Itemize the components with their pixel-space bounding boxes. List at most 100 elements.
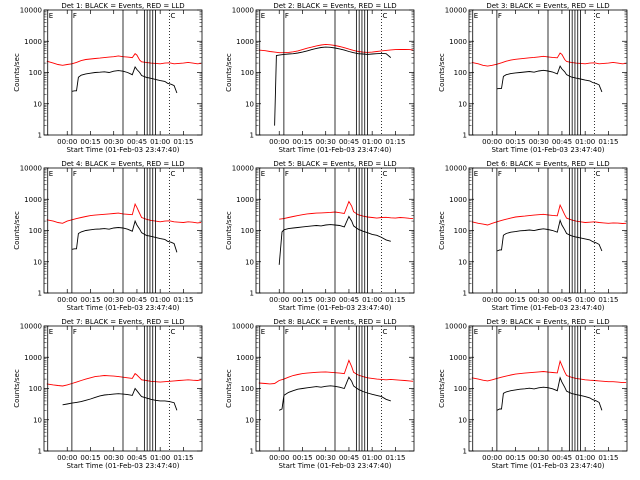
y-tick-label: 100 xyxy=(241,385,254,393)
y-tick-label: 1000 xyxy=(24,38,42,46)
x-tick-label: 01:00 xyxy=(362,138,382,146)
y-axis-label: Counts/sec xyxy=(13,211,21,250)
x-tick-label: 00:30 xyxy=(529,138,549,146)
x-tick-label: 01:00 xyxy=(575,138,595,146)
x-tick-label: 01:15 xyxy=(598,138,618,146)
flag-label: C xyxy=(170,328,175,336)
flag-label: F xyxy=(498,170,502,178)
y-tick-label: 10 xyxy=(245,100,254,108)
x-tick-label: 00:15 xyxy=(292,454,312,462)
x-axis-label: Start Time (01-Feb-03 23:47:40) xyxy=(66,304,179,312)
chart-6: Det 6: BLACK = Events, RED = LLD E F C 1 10 10… xyxy=(438,160,628,312)
x-tick-label: 01:15 xyxy=(598,454,618,462)
y-tick-label: 10 xyxy=(33,416,42,424)
chart-title: Det 5: BLACK = Events, RED = LLD xyxy=(273,160,396,168)
y-tick-label: 1 xyxy=(38,448,42,456)
flag-label: F xyxy=(73,12,77,20)
flag-label: C xyxy=(595,170,600,178)
chart-3: Det 3: BLACK = Events, RED = LLD E F C 1 10 10… xyxy=(438,2,628,154)
y-tick-label: 1 xyxy=(250,290,254,298)
flag-label: C xyxy=(382,328,387,336)
x-axis-label: Start Time (01-Feb-03 23:47:40) xyxy=(491,304,604,312)
y-tick-label: 10 xyxy=(458,416,467,424)
flag-label: E xyxy=(49,170,53,178)
chart-8: Det 8: BLACK = Events, RED = LLD E F C 1 10 10… xyxy=(225,318,415,470)
y-tick-label: 100 xyxy=(29,227,42,235)
x-tick-label: 01:15 xyxy=(385,296,405,304)
x-axis-label: Start Time (01-Feb-03 23:47:40) xyxy=(491,146,604,154)
x-tick-label: 00:45 xyxy=(127,138,147,146)
y-tick-label: 1 xyxy=(463,448,467,456)
flag-label: F xyxy=(285,12,289,20)
y-tick-label: 10000 xyxy=(232,7,254,15)
y-tick-label: 10 xyxy=(33,258,42,266)
x-tick-label: 01:15 xyxy=(598,296,618,304)
x-tick-label: 01:00 xyxy=(150,296,170,304)
x-tick-label: 00:15 xyxy=(505,138,525,146)
y-tick-label: 10000 xyxy=(232,323,254,331)
flag-label: F xyxy=(498,12,502,20)
x-axis-label: Start Time (01-Feb-03 23:47:40) xyxy=(66,146,179,154)
x-axis-label: Start Time (01-Feb-03 23:47:40) xyxy=(491,462,604,470)
flag-label: E xyxy=(261,12,265,20)
y-tick-label: 10000 xyxy=(232,165,254,173)
y-tick-label: 100 xyxy=(454,227,467,235)
x-tick-label: 00:45 xyxy=(339,138,359,146)
chart-2: Det 2: BLACK = Events, RED = LLD E F C 1 10 10… xyxy=(225,2,415,154)
flag-label: F xyxy=(73,170,77,178)
x-tick-label: 00:15 xyxy=(292,138,312,146)
x-tick-label: 00:15 xyxy=(80,454,100,462)
series-line-events xyxy=(62,387,178,411)
y-tick-label: 1 xyxy=(463,290,467,298)
x-tick-label: 00:30 xyxy=(104,296,124,304)
series-line-events xyxy=(274,46,392,126)
x-tick-label: 00:00 xyxy=(269,138,289,146)
x-tick-label: 01:15 xyxy=(385,138,405,146)
flag-label: C xyxy=(170,12,175,20)
x-tick-label: 00:15 xyxy=(505,454,525,462)
x-tick-label: 00:30 xyxy=(316,138,336,146)
chart-title: Det 6: BLACK = Events, RED = LLD xyxy=(486,160,609,168)
x-tick-label: 00:15 xyxy=(80,138,100,146)
y-tick-label: 100 xyxy=(454,385,467,393)
series-line-lld xyxy=(46,202,202,224)
x-axis-label: Start Time (01-Feb-03 23:47:40) xyxy=(278,304,391,312)
series-line-lld xyxy=(471,52,627,67)
y-axis-label: Counts/sec xyxy=(225,53,233,92)
y-axis-label: Counts/sec xyxy=(438,211,446,250)
y-tick-label: 1 xyxy=(38,132,42,140)
flag-label: E xyxy=(49,12,53,20)
flag-label: F xyxy=(285,328,289,336)
y-axis-label: Counts/sec xyxy=(13,53,21,92)
flag-label: F xyxy=(498,328,502,336)
y-tick-label: 1 xyxy=(250,448,254,456)
flag-label: E xyxy=(474,328,478,336)
y-tick-label: 10000 xyxy=(20,7,42,15)
y-tick-label: 10000 xyxy=(445,165,467,173)
x-tick-label: 01:00 xyxy=(362,454,382,462)
series-line-lld xyxy=(471,359,627,384)
series-line-events xyxy=(71,66,178,94)
chart-title: Det 9: BLACK = Events, RED = LLD xyxy=(486,318,609,326)
x-tick-label: 00:45 xyxy=(339,454,359,462)
flag-label: E xyxy=(49,328,53,336)
y-tick-label: 1000 xyxy=(449,354,467,362)
series-line-lld xyxy=(279,200,414,220)
x-tick-label: 00:45 xyxy=(552,296,572,304)
y-tick-label: 10 xyxy=(245,416,254,424)
chart-1: Det 1: BLACK = Events, RED = LLD E F C 1 10 10… xyxy=(13,2,203,154)
y-tick-label: 1000 xyxy=(236,354,254,362)
flag-label: C xyxy=(382,12,387,20)
flag-label: E xyxy=(261,328,265,336)
x-tick-label: 00:00 xyxy=(269,454,289,462)
x-tick-label: 00:30 xyxy=(529,296,549,304)
x-tick-label: 00:00 xyxy=(57,296,77,304)
x-tick-label: 00:15 xyxy=(292,296,312,304)
x-tick-label: 00:00 xyxy=(57,454,77,462)
y-axis-label: Counts/sec xyxy=(225,369,233,408)
x-tick-label: 01:00 xyxy=(575,296,595,304)
y-tick-label: 100 xyxy=(241,69,254,77)
chart-4: Det 4: BLACK = Events, RED = LLD E F C 1 10 10… xyxy=(13,160,203,312)
flag-label: E xyxy=(261,170,265,178)
